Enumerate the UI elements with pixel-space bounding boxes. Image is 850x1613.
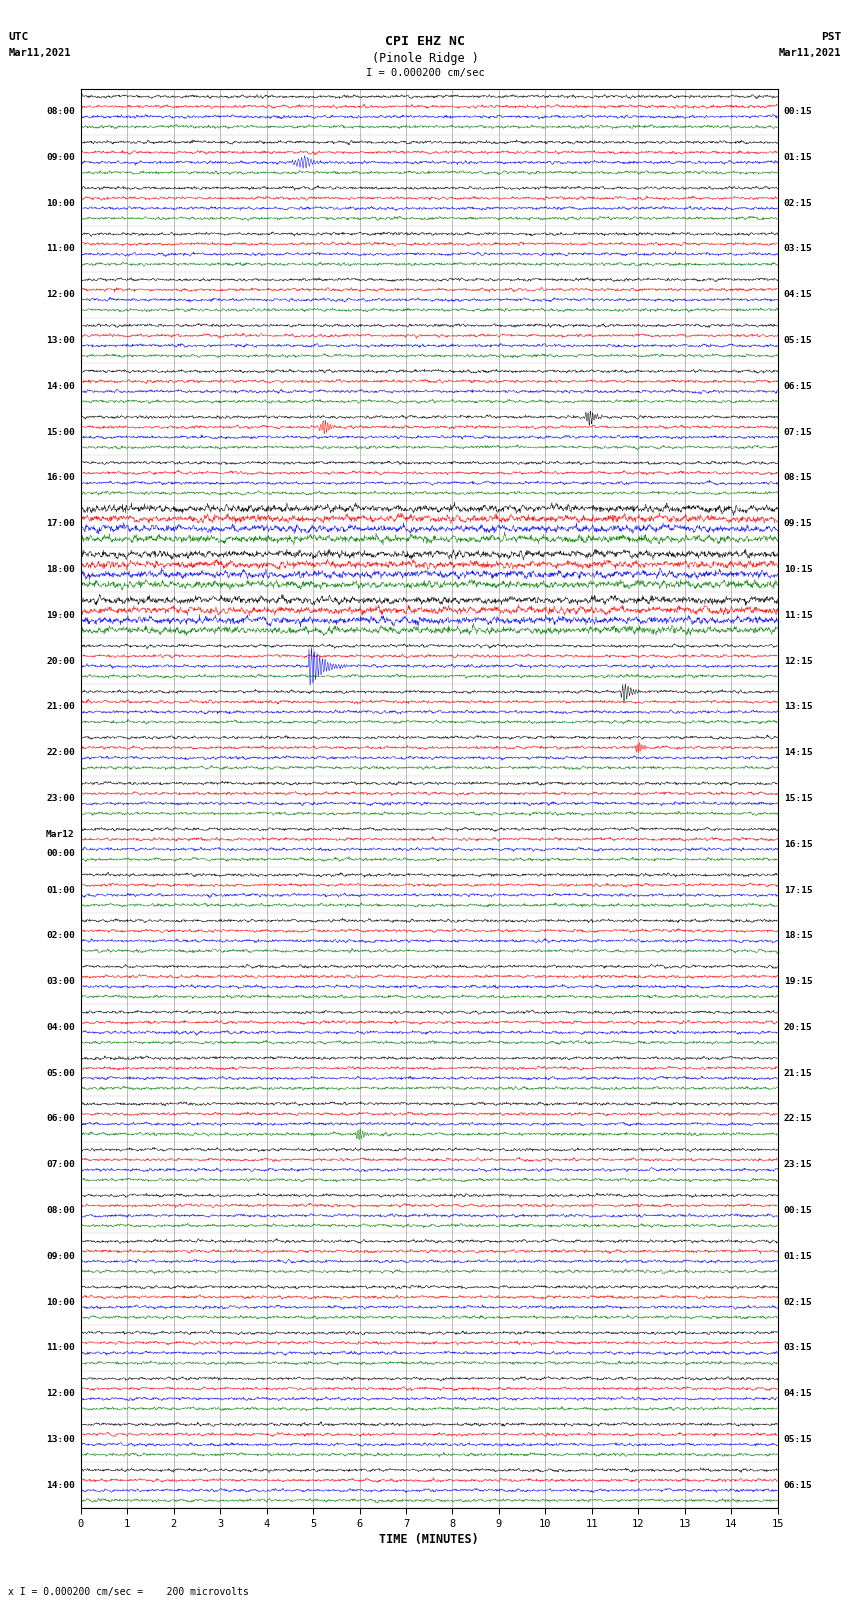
Text: 06:15: 06:15 (784, 1481, 813, 1490)
Text: 06:15: 06:15 (784, 382, 813, 390)
Text: 04:00: 04:00 (46, 1023, 75, 1032)
Text: I = 0.000200 cm/sec: I = 0.000200 cm/sec (366, 68, 484, 77)
Text: 07:15: 07:15 (784, 427, 813, 437)
Text: 08:00: 08:00 (46, 1207, 75, 1215)
Text: 04:15: 04:15 (784, 290, 813, 300)
Text: 01:00: 01:00 (46, 886, 75, 895)
Text: Mar11,2021: Mar11,2021 (8, 48, 71, 58)
Text: 02:15: 02:15 (784, 1297, 813, 1307)
Text: 08:00: 08:00 (46, 106, 75, 116)
Text: 14:00: 14:00 (46, 1481, 75, 1490)
Text: 03:00: 03:00 (46, 977, 75, 986)
Text: 00:15: 00:15 (784, 106, 813, 116)
Text: 13:00: 13:00 (46, 1436, 75, 1444)
Text: 21:00: 21:00 (46, 702, 75, 711)
Text: 13:15: 13:15 (784, 702, 813, 711)
Text: 18:15: 18:15 (784, 931, 813, 940)
Text: 20:15: 20:15 (784, 1023, 813, 1032)
Text: PST: PST (821, 32, 842, 42)
Text: 12:00: 12:00 (46, 1389, 75, 1398)
Text: 16:15: 16:15 (784, 840, 813, 848)
Text: 02:15: 02:15 (784, 198, 813, 208)
Text: 10:00: 10:00 (46, 198, 75, 208)
Text: 12:00: 12:00 (46, 290, 75, 300)
Text: 05:15: 05:15 (784, 1436, 813, 1444)
Text: 00:00: 00:00 (46, 850, 75, 858)
Text: 20:00: 20:00 (46, 656, 75, 666)
Text: 04:15: 04:15 (784, 1389, 813, 1398)
Text: x I = 0.000200 cm/sec =    200 microvolts: x I = 0.000200 cm/sec = 200 microvolts (8, 1587, 249, 1597)
Text: 06:00: 06:00 (46, 1115, 75, 1123)
Text: 23:00: 23:00 (46, 794, 75, 803)
Text: Mar12: Mar12 (46, 831, 75, 839)
Text: 15:15: 15:15 (784, 794, 813, 803)
Text: 00:15: 00:15 (784, 1207, 813, 1215)
Text: 05:15: 05:15 (784, 336, 813, 345)
Text: 13:00: 13:00 (46, 336, 75, 345)
Text: 07:00: 07:00 (46, 1160, 75, 1169)
Text: 01:15: 01:15 (784, 153, 813, 161)
Text: 09:00: 09:00 (46, 1252, 75, 1261)
Text: 02:00: 02:00 (46, 931, 75, 940)
Text: 22:15: 22:15 (784, 1115, 813, 1123)
Text: 19:15: 19:15 (784, 977, 813, 986)
Text: 16:00: 16:00 (46, 474, 75, 482)
Text: 11:15: 11:15 (784, 611, 813, 619)
Text: 18:00: 18:00 (46, 565, 75, 574)
Text: Mar11,2021: Mar11,2021 (779, 48, 842, 58)
Text: 14:15: 14:15 (784, 748, 813, 756)
Text: 14:00: 14:00 (46, 382, 75, 390)
Text: 01:15: 01:15 (784, 1252, 813, 1261)
Text: 23:15: 23:15 (784, 1160, 813, 1169)
Text: 19:00: 19:00 (46, 611, 75, 619)
Text: 21:15: 21:15 (784, 1069, 813, 1077)
Text: 10:00: 10:00 (46, 1297, 75, 1307)
Text: 22:00: 22:00 (46, 748, 75, 756)
Text: UTC: UTC (8, 32, 29, 42)
Text: 09:00: 09:00 (46, 153, 75, 161)
Text: 10:15: 10:15 (784, 565, 813, 574)
Text: 15:00: 15:00 (46, 427, 75, 437)
Text: 17:15: 17:15 (784, 886, 813, 895)
Text: 03:15: 03:15 (784, 1344, 813, 1352)
Text: 11:00: 11:00 (46, 1344, 75, 1352)
X-axis label: TIME (MINUTES): TIME (MINUTES) (379, 1532, 479, 1545)
Text: 05:00: 05:00 (46, 1069, 75, 1077)
Text: 09:15: 09:15 (784, 519, 813, 527)
Text: (Pinole Ridge ): (Pinole Ridge ) (371, 52, 479, 65)
Text: 08:15: 08:15 (784, 474, 813, 482)
Text: CPI EHZ NC: CPI EHZ NC (385, 35, 465, 48)
Text: 17:00: 17:00 (46, 519, 75, 527)
Text: 03:15: 03:15 (784, 245, 813, 253)
Text: 12:15: 12:15 (784, 656, 813, 666)
Text: 11:00: 11:00 (46, 245, 75, 253)
